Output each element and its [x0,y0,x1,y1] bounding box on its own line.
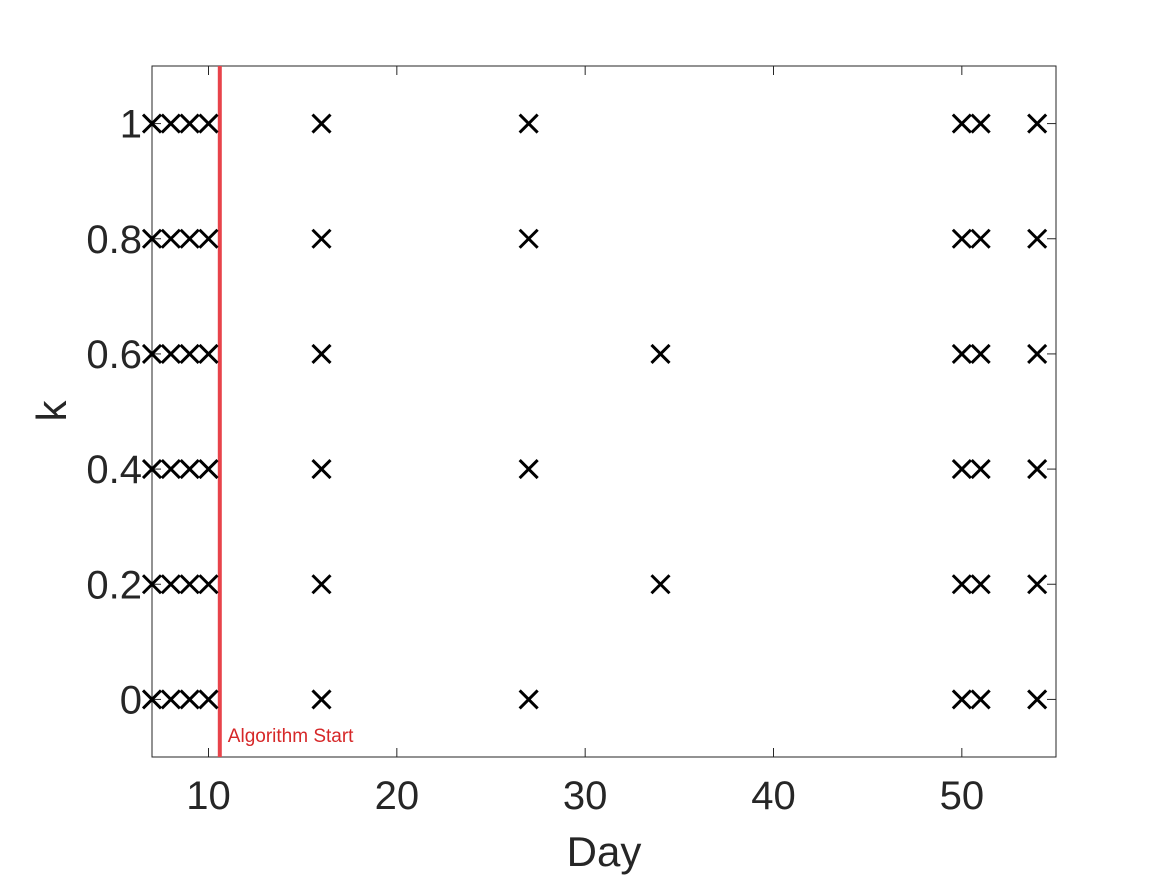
data-point [1027,343,1048,364]
y-tick-label: 1 [120,103,142,147]
data-point [951,343,972,364]
data-point [311,113,332,134]
data-point [198,459,219,480]
data-point [141,574,163,595]
plot-area [151,65,1057,758]
data-point [518,113,539,134]
data-point [198,343,219,364]
y-tick-label: 0.8 [86,218,142,262]
data-point [951,459,972,480]
y-tick-label: 0.4 [86,448,142,492]
data-point [1027,228,1048,249]
data-point [951,689,972,710]
data-point [160,689,181,710]
x-tick-label: 10 [186,774,231,818]
data-point [179,228,200,249]
annotations: Algorithm Start [217,66,354,757]
data-point [951,113,972,134]
y-tick-label: 0 [120,678,142,722]
data-point [970,574,991,595]
data-point [179,689,200,710]
y-axis-label: k [28,400,75,422]
data-point [179,343,200,364]
data-markers [141,113,1048,710]
data-point [141,689,163,710]
data-point [311,228,332,249]
data-point [141,113,163,134]
data-point [311,689,332,710]
data-point [970,689,991,710]
data-point [1027,689,1048,710]
data-point [160,574,181,595]
y-axis-ticks: 0 0.2 0.4 0.6 0.8 1 [86,103,1056,722]
data-point [1027,459,1048,480]
data-point [198,113,219,134]
x-axis-label: Day [567,828,642,875]
data-point [951,574,972,595]
data-point [160,228,181,249]
data-point [518,459,539,480]
data-point [970,228,991,249]
data-point [311,343,332,364]
data-point [141,343,163,364]
data-point [970,343,991,364]
data-point [518,228,539,249]
algorithm-start-label: Algorithm Start [228,726,354,747]
data-point [160,343,181,364]
data-point [141,459,163,480]
data-point [179,113,200,134]
data-point [650,574,671,595]
data-point [198,574,219,595]
data-point [198,228,219,249]
data-point [198,689,219,710]
x-tick-label: 30 [563,774,608,818]
data-point [970,459,991,480]
data-point [311,574,332,595]
x-tick-label: 50 [940,774,985,818]
y-tick-label: 0.2 [86,563,142,607]
x-tick-label: 20 [375,774,420,818]
y-tick-label: 0.6 [86,333,142,377]
data-point [179,574,200,595]
data-point [1027,574,1048,595]
x-axis-ticks: 10 20 30 40 50 [186,66,984,818]
data-point [951,228,972,249]
data-point [1027,113,1048,134]
x-tick-label: 40 [751,774,796,818]
data-point [160,459,181,480]
data-point [518,689,539,710]
data-point [970,113,991,134]
data-point [141,228,163,249]
data-point [650,343,671,364]
data-point [179,459,200,480]
data-point [160,113,181,134]
data-point [311,459,332,480]
